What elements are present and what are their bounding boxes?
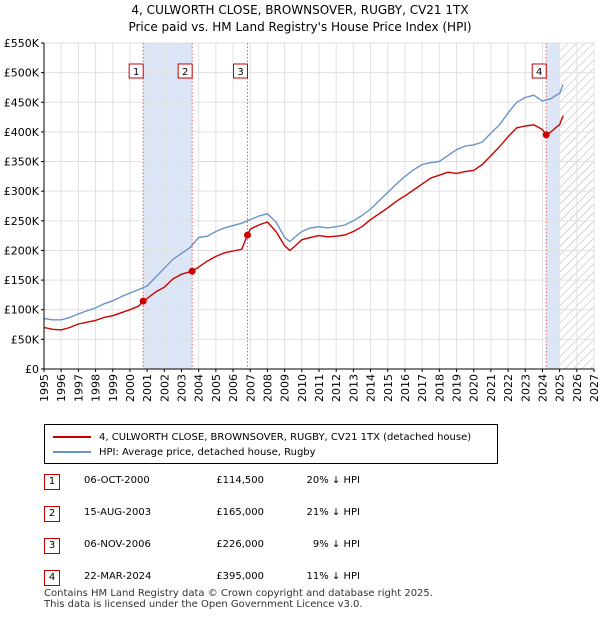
x-tick-label: 2017 [416,374,429,402]
y-tick-label: £500K [4,67,40,80]
sale-hpi-diff: 20% ↓ HPI [306,475,360,486]
legend-label-property: 4, CULWORTH CLOSE, BROWNSOVER, RUGBY, CV… [99,431,472,443]
x-tick-label: 2027 [588,374,600,402]
sale-marker-box [128,63,144,79]
sale-price: £226,000 [216,539,264,550]
x-tick-label: 1996 [55,374,68,402]
x-tick-label: 2026 [571,374,584,402]
sale-point [188,267,196,275]
x-tick-label: 2007 [244,374,257,402]
x-tick-label: 2001 [141,374,154,402]
footer-line-2: This data is licensed under the Open Gov… [44,599,363,610]
y-tick-label: £400K [4,126,40,139]
sale-date: 22-MAR-2024 [84,571,152,582]
sale-price: £395,000 [216,571,264,582]
legend-swatch-hpi [53,451,91,453]
sale-price: £165,000 [216,507,264,518]
x-tick-label: 2003 [176,374,189,402]
x-tick-label: 1995 [38,374,51,402]
sale-date: 15-AUG-2003 [84,507,152,518]
x-tick-label: 2006 [227,374,240,402]
x-tick-label: 2005 [210,374,223,402]
y-tick-label: £300K [4,185,40,198]
y-tick-label: £200K [4,244,40,257]
x-tick-label: 2019 [451,374,464,402]
legend-item-hpi: HPI: Average price, detached house, Rugb… [53,445,316,459]
x-tick-label: 2020 [468,374,481,402]
sale-row: 2 15-AUG-2003 £165,000 21% ↓ HPI [44,506,444,522]
sale-hpi-diff: 11% ↓ HPI [306,571,360,582]
shaded-period [546,43,560,369]
x-tick-label: 2014 [365,374,378,402]
x-tick-label: 2008 [261,374,274,402]
y-tick-label: £50K [11,333,40,346]
y-tick-label: £550K [4,37,40,50]
y-tick-label: £100K [4,304,40,317]
x-tick-label: 2024 [536,374,549,402]
legend: 4, CULWORTH CLOSE, BROWNSOVER, RUGBY, CV… [44,424,498,464]
legend-swatch-property [53,436,91,438]
footer-attribution: Contains HM Land Registry data © Crown c… [44,588,433,610]
x-tick-label: 2021 [485,374,498,402]
x-tick-label: 1997 [72,374,85,402]
sale-marker-box [233,63,248,79]
x-tick-label: 2011 [313,374,326,402]
y-tick-label: £250K [4,215,40,228]
sale-row: 1 06-OCT-2000 £114,500 20% ↓ HPI [44,474,444,490]
chart-title: 4, CULWORTH CLOSE, BROWNSOVER, RUGBY, CV… [0,2,600,36]
sale-price: £114,500 [216,475,264,486]
shaded-period [143,43,193,369]
hpi-line [43,84,564,321]
x-tick-label: 2013 [347,374,360,402]
x-tick-label: 1999 [107,374,120,402]
sale-point [244,231,251,239]
x-tick-label: 2002 [158,374,171,402]
sale-marker-label: 4 [536,67,542,78]
x-tick-label: 2015 [382,374,395,402]
x-tick-label: 2000 [124,374,137,402]
x-tick-label: 2004 [193,374,206,402]
sale-number-badge: 4 [44,570,60,586]
sale-point [542,131,550,139]
sale-date: 06-NOV-2006 [84,539,151,550]
sale-hpi-diff: 21% ↓ HPI [306,507,360,518]
sale-marker-label: 1 [133,67,139,78]
x-tick-label: 2023 [519,374,532,402]
x-tick-label: 2025 [554,374,567,402]
y-tick-label: £150K [4,274,40,287]
footer-line-1: Contains HM Land Registry data © Crown c… [44,588,433,599]
x-tick-label: 2018 [433,374,446,402]
y-tick-label: £0 [25,363,39,376]
sale-number-badge: 1 [44,474,60,490]
y-tick-label: £350K [4,156,40,169]
sale-row: 4 22-MAR-2024 £395,000 11% ↓ HPI [44,570,444,586]
x-tick-label: 1998 [90,374,103,402]
y-tick-label: £450K [4,96,40,109]
sale-point [139,297,147,305]
legend-item-property: 4, CULWORTH CLOSE, BROWNSOVER, RUGBY, CV… [53,430,471,444]
x-tick-label: 2010 [296,374,309,402]
sale-row: 3 06-NOV-2006 £226,000 9% ↓ HPI [44,538,444,554]
sale-marker-box [531,63,547,79]
sale-marker-box [177,63,193,79]
property-price-line [43,115,564,331]
sale-hpi-diff: 9% ↓ HPI [312,539,360,550]
x-tick-label: 2009 [279,374,292,402]
x-tick-label: 2016 [399,374,412,402]
sale-marker-label: 3 [237,67,243,78]
chart-svg: 1 2 3 4 £0 £50K £100K £150K £200K £250K £300K £350… [4,37,600,402]
legend-label-hpi: HPI: Average price, detached house, Rugb… [99,446,316,458]
sale-number-badge: 2 [44,506,60,522]
sale-number-badge: 3 [44,538,60,554]
chart-title-line-1: 4, CULWORTH CLOSE, BROWNSOVER, RUGBY, CV… [131,3,469,17]
sale-date: 06-OCT-2000 [84,475,150,486]
x-tick-label: 2022 [502,374,515,402]
chart-title-line-2: Price paid vs. HM Land Registry's House … [128,20,472,34]
sale-marker-label: 2 [182,67,188,78]
x-tick-label: 2012 [330,374,343,402]
